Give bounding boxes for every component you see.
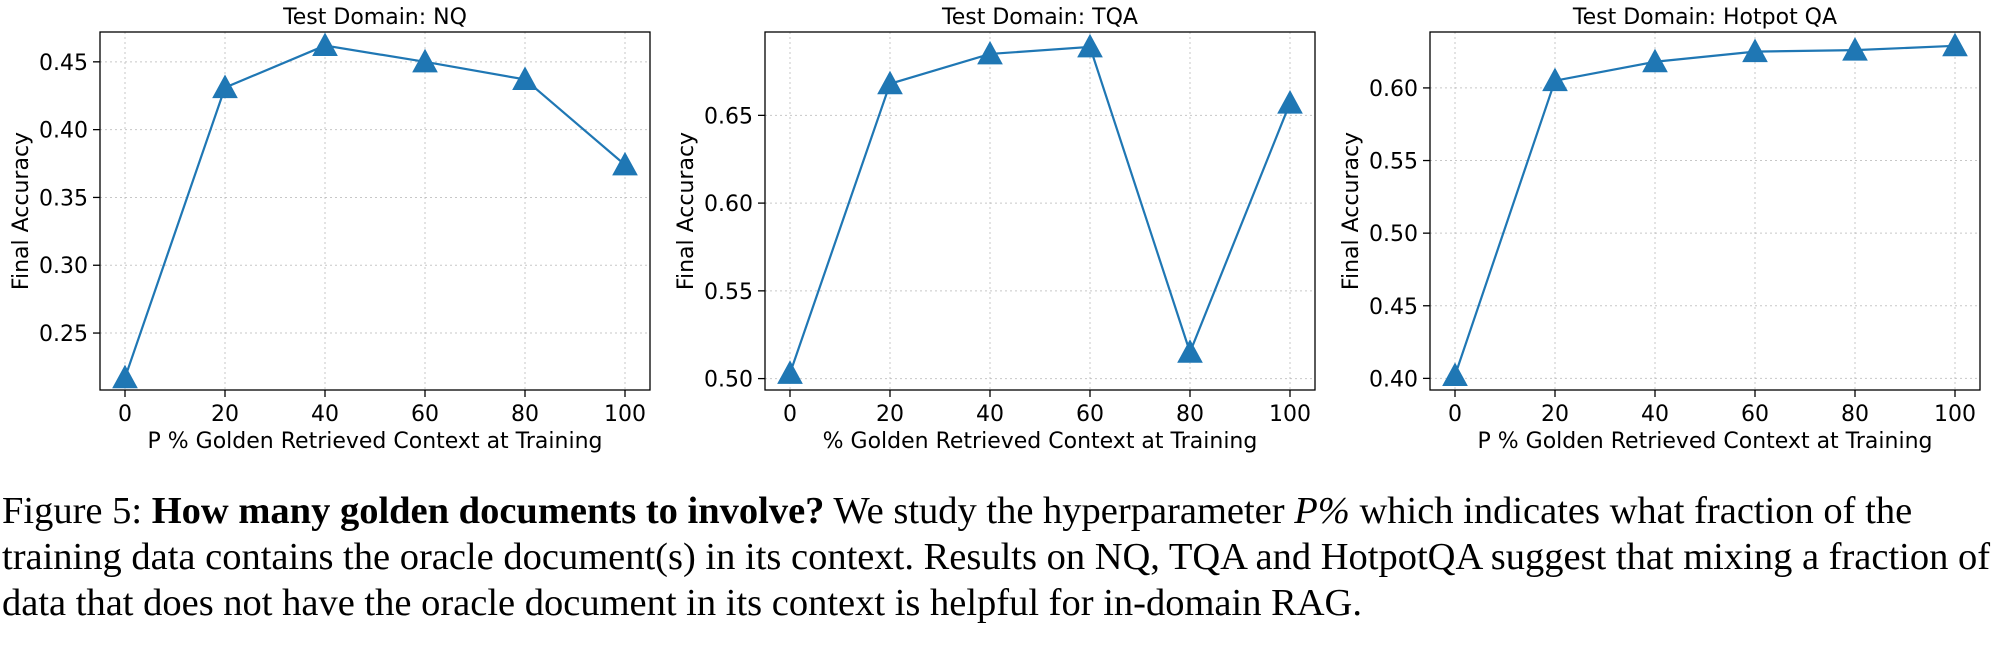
- series-line: [788, 45, 1292, 374]
- y-tick-label: 0.55: [1369, 150, 1418, 175]
- x-tick-label: 60: [1076, 402, 1104, 427]
- plot-frame: [99, 31, 651, 391]
- x-tick-label: 80: [511, 402, 539, 427]
- data-point-marker: [112, 364, 138, 389]
- x-tick-label: 100: [1934, 402, 1976, 427]
- plot-frame: [1429, 31, 1981, 391]
- y-tick-label: 0.55: [704, 280, 753, 305]
- caption-text-1: We study the hyperparameter: [824, 490, 1295, 532]
- figure-charts: 0 20 40 60 80 100 0.25 0.30 0.35 0.40 0.45 Test Dom…: [9, 5, 1981, 454]
- x-tick-label: 40: [311, 402, 339, 427]
- data-point-marker: [1277, 90, 1303, 114]
- series-line: [123, 44, 626, 379]
- x-tick-label: 80: [1176, 402, 1204, 427]
- y-tick-label: 0.45: [1369, 295, 1418, 320]
- x-tick-label: 20: [211, 402, 239, 427]
- x-tick-label: 80: [1841, 402, 1869, 427]
- data-point-marker: [1177, 339, 1203, 363]
- y-tick-label: 0.40: [39, 119, 88, 144]
- data-point-marker: [977, 40, 1003, 65]
- x-tick-label: 0: [118, 402, 132, 427]
- chart-title: Test Domain: Hotpot QA: [1572, 5, 1837, 30]
- y-axis-label: Final Accuracy: [674, 132, 699, 290]
- caption-text-2: which indicates what fraction of the tra…: [2, 490, 1991, 624]
- data-point-marker: [777, 360, 803, 384]
- data-point-marker: [1842, 37, 1868, 61]
- plot-frame: [764, 31, 1316, 391]
- y-tick-label: 0.45: [39, 51, 88, 76]
- x-tick-label: 20: [876, 402, 904, 427]
- x-tick-label: 100: [604, 402, 646, 427]
- x-tick-label: 100: [1269, 402, 1311, 427]
- chart-title: Test Domain: TQA: [941, 5, 1138, 30]
- y-axis-label: Final Accuracy: [1339, 132, 1364, 290]
- x-tick-label: 60: [1741, 402, 1769, 427]
- y-tick-label: 0.50: [1369, 222, 1418, 247]
- data-point-marker: [1542, 67, 1568, 92]
- data-point-marker: [1642, 48, 1668, 73]
- chart-title: Test Domain: NQ: [282, 5, 467, 30]
- data-point-marker: [1942, 32, 1968, 57]
- data-point-marker: [1077, 33, 1103, 58]
- data-point-marker: [212, 74, 238, 99]
- figure-caption: Figure 5: How many golden documents to i…: [2, 488, 2002, 626]
- x-axis-label: P % Golden Retrieved Context at Training: [1478, 429, 1933, 454]
- chart-panel-2: 0 20 40 60 80 100 0.50 0.55 0.60 0.65 Test Domain:…: [674, 5, 1316, 454]
- y-tick-label: 0.60: [704, 192, 753, 217]
- x-axis-label: P % Golden Retrieved Context at Training: [148, 429, 603, 454]
- x-tick-label: 40: [1641, 402, 1669, 427]
- data-point-marker: [1742, 38, 1768, 63]
- y-tick-label: 0.35: [39, 186, 88, 211]
- x-tick-label: 40: [976, 402, 1004, 427]
- x-tick-label: 0: [783, 402, 797, 427]
- y-tick-label: 0.50: [704, 368, 753, 393]
- y-tick-label: 0.25: [39, 322, 88, 347]
- y-tick-label: 0.30: [39, 254, 88, 279]
- y-axis-label: Final Accuracy: [9, 132, 34, 290]
- data-point-marker: [412, 48, 438, 73]
- x-tick-label: 60: [411, 402, 439, 427]
- y-tick-label: 0.65: [704, 104, 753, 129]
- data-point-marker: [1442, 362, 1468, 386]
- data-point-marker: [877, 70, 903, 95]
- caption-math: P%: [1294, 490, 1350, 532]
- caption-lead: How many golden documents to involve?: [151, 490, 825, 532]
- x-tick-label: 0: [1448, 402, 1462, 427]
- y-tick-label: 0.40: [1369, 367, 1418, 392]
- x-axis-label: % Golden Retrieved Context at Training: [823, 429, 1258, 454]
- data-point-marker: [312, 32, 338, 57]
- series-line: [1453, 44, 1956, 376]
- x-tick-label: 20: [1541, 402, 1569, 427]
- data-point-marker: [512, 66, 538, 90]
- chart-panel-1: 0 20 40 60 80 100 0.25 0.30 0.35 0.40 0.45 Test Dom…: [9, 5, 651, 454]
- chart-panel-3: 0 20 40 60 80 100 0.40 0.45 0.50 0.55 0.60 Test Dom…: [1339, 5, 1981, 454]
- y-tick-label: 0.60: [1369, 77, 1418, 102]
- data-point-marker: [612, 151, 638, 176]
- caption-prefix: Figure 5:: [2, 490, 152, 532]
